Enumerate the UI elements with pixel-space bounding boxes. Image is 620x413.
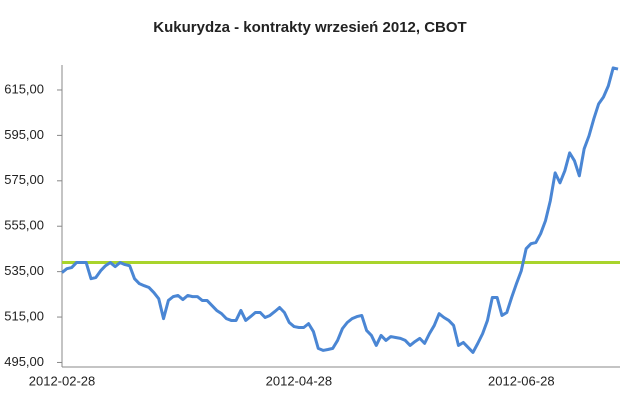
x-tick-label: 2012-02-28 — [29, 373, 96, 388]
y-tick-label: 595,00 — [4, 127, 44, 142]
y-tick-label: 515,00 — [4, 308, 44, 323]
y-tick-label: 555,00 — [4, 218, 44, 233]
y-tick-label: 535,00 — [4, 263, 44, 278]
y-tick-label: 615,00 — [4, 81, 44, 96]
y-tick-label: 575,00 — [4, 172, 44, 187]
x-tick-label: 2012-06-28 — [488, 373, 555, 388]
x-tick-label: 2012-04-28 — [266, 373, 333, 388]
chart-title: Kukurydza - kontrakty wrzesień 2012, CBO… — [153, 19, 466, 36]
line-series — [61, 66, 619, 354]
y-tick-label: 495,00 — [4, 354, 44, 369]
